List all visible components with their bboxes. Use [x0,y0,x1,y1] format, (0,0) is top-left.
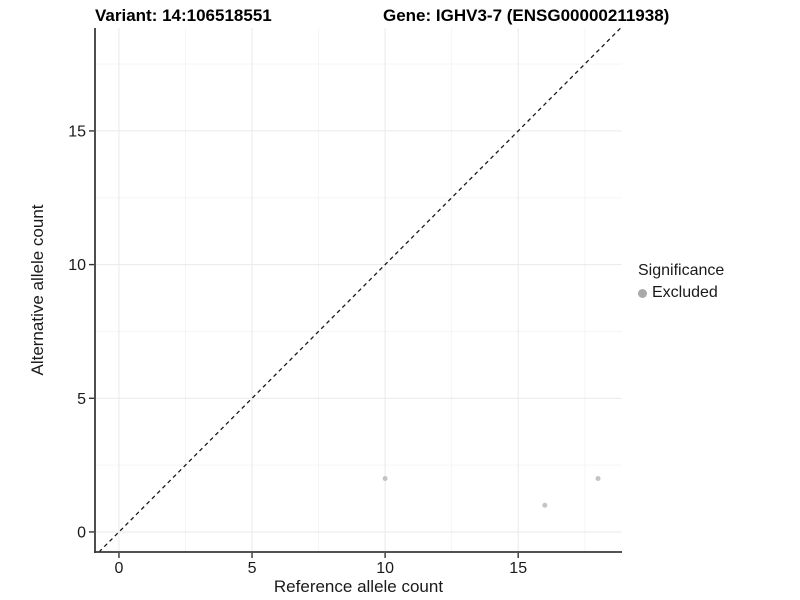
y-tick-label: 0 [77,524,86,541]
legend-item-label: Excluded [652,284,718,301]
x-tick-label: 10 [376,560,394,577]
y-axis-title: Alternative allele count [28,204,47,376]
gene-title: Gene: IGHV3-7 (ENSG00000211938) [383,6,670,25]
x-tick-label: 5 [248,560,257,577]
data-point [542,502,548,508]
excluded-point-icon [638,288,647,298]
y-tick-label: 10 [68,257,86,274]
data-point [382,475,388,481]
legend: Significance Excluded [638,262,724,302]
variant-title: Variant: 14:106518551 [95,6,272,25]
x-axis-title: Reference allele count [273,577,444,596]
identity-line [98,27,622,553]
legend-item-excluded: Excluded [638,284,724,302]
legend-title: Significance [638,262,725,279]
x-tick-label: 0 [115,560,124,577]
x-tick-label: 15 [509,560,527,577]
y-tick-label: 15 [68,123,86,140]
y-tick-label: 5 [77,391,86,408]
data-point [595,475,601,481]
